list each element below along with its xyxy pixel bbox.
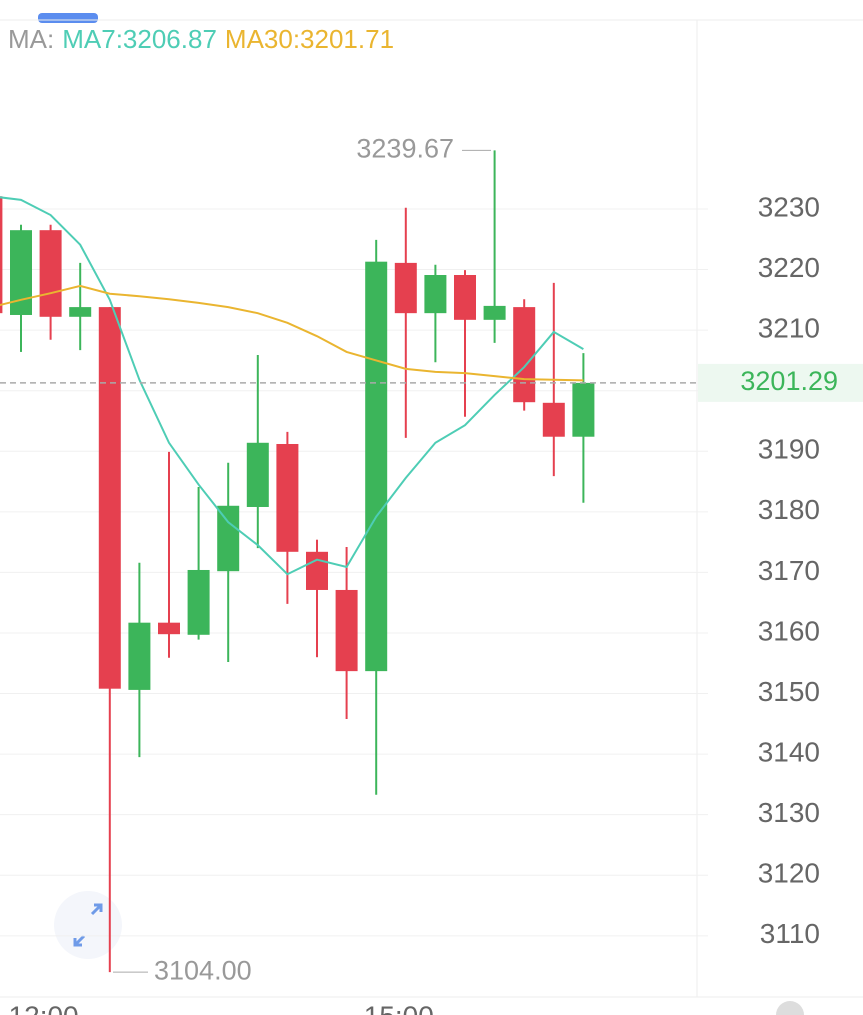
candle-body (158, 622, 180, 635)
candle-body (572, 382, 595, 437)
tab-indicator[interactable] (38, 13, 98, 23)
candle-body (187, 569, 210, 635)
candle-body (69, 307, 92, 317)
candle-body (454, 275, 476, 320)
y-tick-label: 3210 (758, 313, 820, 344)
legend-prefix: MA: (8, 24, 55, 54)
y-tick-label: 3140 (758, 737, 820, 768)
candle-body (128, 622, 151, 690)
y-tick-label: 3190 (758, 434, 820, 465)
legend-ma30: MA30:3201.71 (224, 24, 395, 54)
expand-button[interactable] (54, 891, 122, 959)
candle-body (246, 442, 269, 507)
y-tick-label: 3160 (758, 615, 820, 646)
candle-body (306, 551, 328, 590)
ma-line (0, 196, 584, 576)
y-tick-label: 3120 (758, 858, 820, 889)
candle-body (424, 275, 447, 314)
candle-body (483, 305, 506, 320)
candle-body (0, 196, 3, 314)
candle-body (394, 262, 417, 314)
y-tick-label: 3230 (758, 191, 820, 222)
candle-body (335, 589, 358, 672)
y-tick-label: 3170 (758, 555, 820, 586)
y-tick-label: 3130 (758, 797, 820, 828)
expand-icon[interactable] (73, 903, 103, 947)
y-tick-label: 3110 (760, 918, 820, 949)
x-tick-label: 12:00 (9, 1000, 79, 1015)
y-tick-label: 3150 (758, 676, 820, 707)
scroll-button[interactable] (776, 1001, 804, 1015)
candle-body (513, 307, 536, 403)
min-label: 3104.00 (154, 955, 252, 985)
legend-ma7: MA7:3206.87 (62, 24, 217, 54)
last-price-label: 3201.29 (740, 366, 838, 396)
x-tick-label: 15:00 (364, 1000, 434, 1015)
candle-body (365, 261, 388, 672)
candle-body (98, 307, 121, 689)
y-tick-label: 3180 (758, 494, 820, 525)
max-label: 3239.67 (356, 134, 454, 164)
candle-body (217, 505, 240, 572)
legend: MA: MA7:3206.87 MA30:3201.71 (8, 24, 394, 55)
expand-bg[interactable] (54, 891, 122, 959)
ma-line (0, 284, 584, 382)
candle-body (39, 230, 62, 317)
candle-body (10, 230, 32, 315)
last-price-box (698, 363, 863, 402)
y-tick-label: 3220 (758, 252, 820, 283)
candle-body (276, 443, 299, 552)
candle-body (542, 402, 565, 437)
